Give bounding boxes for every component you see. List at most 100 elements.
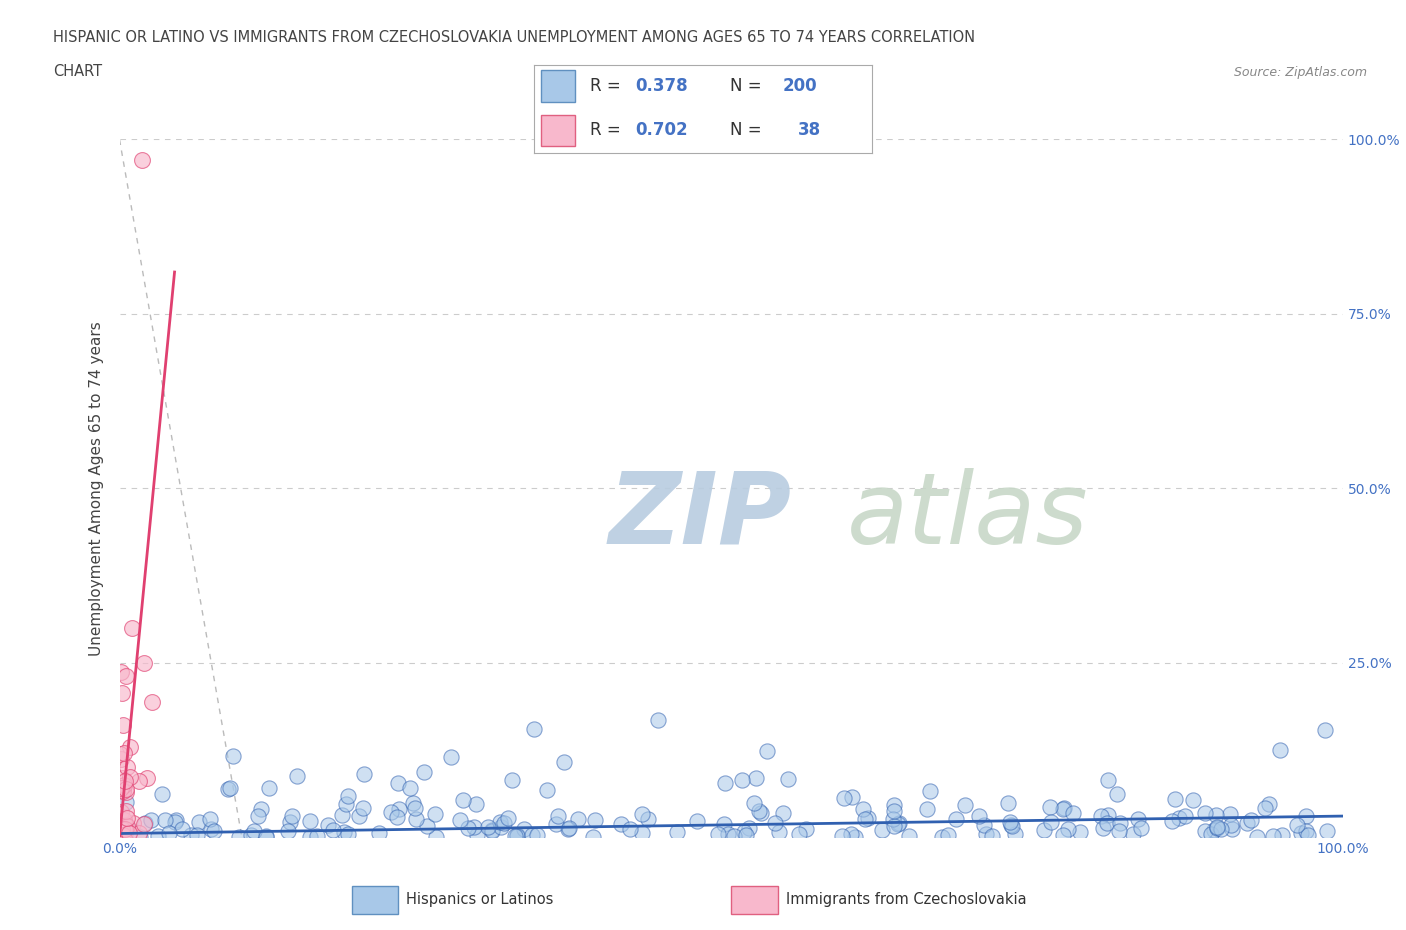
Point	[1052, 802, 1074, 817]
Point	[1032, 823, 1054, 838]
Point	[131, 153, 153, 168]
Point	[112, 828, 135, 843]
Point	[1108, 824, 1130, 839]
Point	[553, 754, 575, 769]
Point	[110, 804, 132, 819]
Point	[1097, 807, 1119, 822]
Point	[1271, 828, 1294, 843]
Point	[111, 685, 134, 700]
Point	[413, 764, 436, 779]
Point	[1194, 824, 1216, 839]
Point	[1174, 809, 1197, 824]
Point	[110, 664, 132, 679]
Point	[114, 822, 136, 837]
Point	[523, 722, 546, 737]
Point	[202, 824, 225, 839]
Point	[1194, 805, 1216, 820]
Point	[997, 795, 1019, 810]
Point	[945, 812, 967, 827]
Point	[117, 820, 139, 835]
Point	[281, 809, 304, 824]
Point	[110, 746, 132, 761]
Point	[114, 818, 136, 833]
Point	[778, 772, 800, 787]
Point	[506, 828, 529, 843]
Text: 0.378: 0.378	[636, 77, 688, 95]
Point	[631, 806, 654, 821]
Text: Immigrants from Czechoslovakia: Immigrants from Czechoslovakia	[786, 892, 1026, 908]
Point	[118, 825, 141, 840]
Point	[219, 780, 242, 795]
Point	[457, 820, 479, 835]
Point	[451, 793, 474, 808]
Point	[139, 813, 162, 828]
Point	[870, 822, 893, 837]
Point	[1091, 820, 1114, 835]
Point	[1001, 818, 1024, 833]
Point	[121, 816, 143, 830]
Point	[336, 789, 359, 804]
Point	[120, 770, 142, 785]
Point	[481, 823, 503, 838]
Point	[180, 828, 202, 843]
Point	[368, 825, 391, 840]
Point	[186, 828, 208, 843]
Point	[730, 773, 752, 788]
Point	[112, 717, 135, 732]
Point	[1090, 808, 1112, 823]
Point	[1205, 807, 1227, 822]
Point	[111, 782, 134, 797]
Point	[1052, 827, 1074, 842]
Point	[118, 739, 141, 754]
Point	[1219, 817, 1241, 832]
Point	[1053, 801, 1076, 816]
Point	[254, 830, 277, 844]
Point	[1246, 830, 1268, 844]
Point	[115, 785, 138, 800]
Point	[1206, 820, 1229, 835]
Point	[254, 829, 277, 844]
Y-axis label: Unemployment Among Ages 65 to 74 years: Unemployment Among Ages 65 to 74 years	[89, 321, 104, 656]
Point	[853, 812, 876, 827]
Point	[165, 812, 187, 827]
Point	[349, 809, 371, 824]
Point	[250, 802, 273, 817]
Point	[110, 781, 132, 796]
Point	[1097, 772, 1119, 787]
Point	[733, 825, 755, 840]
Point	[1219, 807, 1241, 822]
Point	[405, 812, 427, 827]
Point	[558, 821, 581, 836]
Point	[1056, 821, 1078, 836]
Point	[526, 828, 548, 843]
Point	[477, 819, 499, 834]
Point	[768, 825, 790, 840]
Point	[110, 752, 132, 767]
Point	[1289, 826, 1312, 841]
Bar	[541, 114, 575, 146]
Point	[918, 784, 941, 799]
Point	[748, 804, 770, 818]
Text: Source: ZipAtlas.com: Source: ZipAtlas.com	[1233, 66, 1367, 79]
Point	[1257, 796, 1279, 811]
Point	[1296, 828, 1319, 843]
Point	[222, 749, 245, 764]
Point	[856, 811, 879, 826]
Point	[172, 821, 194, 836]
Point	[882, 812, 904, 827]
Point	[401, 796, 423, 811]
Text: N =: N =	[730, 77, 766, 95]
Point	[305, 828, 328, 843]
Point	[1105, 787, 1128, 802]
Point	[981, 829, 1004, 844]
Point	[1202, 823, 1225, 838]
Point	[513, 821, 536, 836]
Point	[200, 822, 222, 837]
Point	[316, 817, 339, 832]
Point	[157, 826, 180, 841]
Point	[883, 798, 905, 813]
Point	[839, 827, 862, 842]
Point	[744, 770, 766, 785]
Point	[1285, 817, 1308, 832]
Point	[492, 816, 515, 830]
